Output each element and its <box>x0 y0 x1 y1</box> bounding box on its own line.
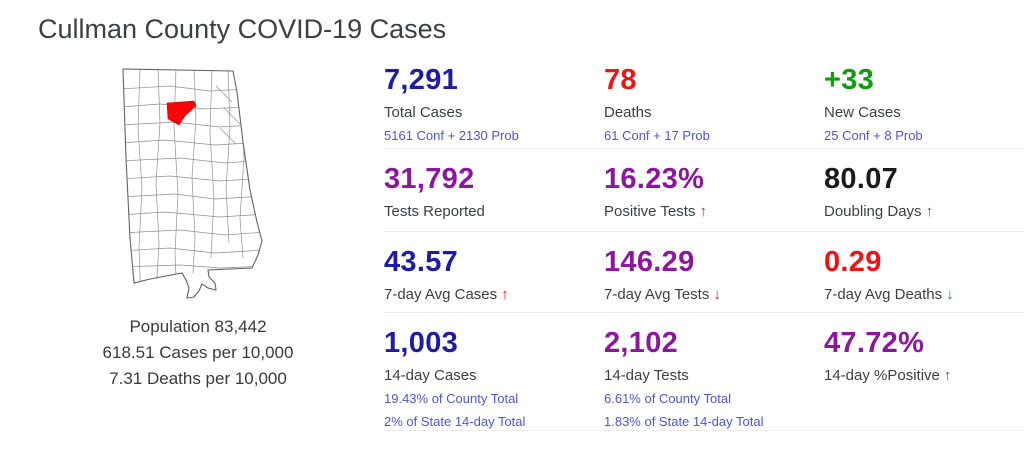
population-line: Population 83,442 <box>129 317 267 336</box>
alabama-county-map <box>120 68 270 304</box>
stat-total-cases: 7,291 Total Cases 5161 Conf + 2130 Prob <box>384 64 604 148</box>
stat-value: 2,102 <box>604 327 679 359</box>
trend-down-icon: ↓ <box>946 285 954 303</box>
stat-label: Total Cases <box>384 103 463 121</box>
stats-grid: 7,291 Total Cases 5161 Conf + 2130 Prob … <box>384 52 1024 431</box>
stat-value: 146.29 <box>604 246 695 278</box>
stats-row-3: 43.57 7-day Avg Cases ↑ 146.29 7-day Avg … <box>384 232 1024 313</box>
stat-label: Tests Reported <box>384 202 485 220</box>
county-total-share-link[interactable]: 19.43% of County Total <box>384 390 519 406</box>
stats-row-1: 7,291 Total Cases 5161 Conf + 2130 Prob … <box>384 52 1024 149</box>
trend-up-icon: ↑ <box>943 366 952 384</box>
stat-label: 7-day Avg Cases <box>384 285 498 303</box>
stat-breakdown-link[interactable]: 25 Conf + 8 Prob <box>824 127 923 143</box>
county-total-share-link[interactable]: 6.61% of County Total <box>604 390 731 406</box>
stat-breakdown-link[interactable]: 61 Conf + 17 Prob <box>604 127 710 143</box>
stats-row-4: 1,003 14-day Cases 19.43% of County Tota… <box>384 313 1024 431</box>
stat-value: 78 <box>604 64 637 96</box>
stat-label: 7-day Avg Deaths <box>824 285 943 303</box>
stat-14day-percent-positive: 47.72% 14-day %Positive ↑ <box>824 327 1024 430</box>
stat-tests-reported: 31,792 Tests Reported <box>384 163 604 231</box>
deaths-per-10000-line: 7.31 Deaths per 10,000 <box>109 369 287 388</box>
stat-14day-tests: 2,102 14-day Tests 6.61% of County Total… <box>604 327 824 430</box>
stat-value: +33 <box>824 64 875 96</box>
state-map-svg <box>122 68 263 299</box>
trend-up-icon: ↑ <box>501 285 509 303</box>
stat-7day-avg-cases: 43.57 7-day Avg Cases ↑ <box>384 246 604 312</box>
map-caption: Population 83,442 618.51 Cases per 10,00… <box>36 314 360 392</box>
trend-down-icon: ↓ <box>713 285 721 303</box>
state-total-share-link[interactable]: 1.83% of State 14-day Total <box>604 413 764 429</box>
stat-breakdown-link[interactable]: 5161 Conf + 2130 Prob <box>384 127 519 143</box>
stat-value: 47.72% <box>824 327 925 359</box>
stat-value: 7,291 <box>384 64 459 96</box>
state-total-share-link[interactable]: 2% of State 14-day Total <box>384 413 526 429</box>
stat-label: New Cases <box>824 103 901 121</box>
state-outline <box>122 68 263 299</box>
county-grid-lines <box>123 69 262 298</box>
stat-value: 0.29 <box>824 246 882 278</box>
stat-value: 16.23% <box>604 163 705 195</box>
stat-deaths: 78 Deaths 61 Conf + 17 Prob <box>604 64 824 148</box>
stat-14day-cases: 1,003 14-day Cases 19.43% of County Tota… <box>384 327 604 430</box>
stat-label: 7-day Avg Tests <box>604 285 710 303</box>
stat-label: Deaths <box>604 103 652 121</box>
stat-label: 14-day %Positive <box>824 366 940 384</box>
stat-7day-avg-deaths: 0.29 7-day Avg Deaths ↓ <box>824 246 1024 312</box>
stats-row-2: 31,792 Tests Reported 16.23% Positive Te… <box>384 149 1024 232</box>
stat-positive-tests: 16.23% Positive Tests ↑ <box>604 163 824 231</box>
trend-up-icon: ↑ <box>925 202 934 220</box>
stat-new-cases: +33 New Cases 25 Conf + 8 Prob <box>824 64 1024 148</box>
stat-value: 80.07 <box>824 163 899 195</box>
cases-per-10000-line: 618.51 Cases per 10,000 <box>102 343 294 362</box>
page-title: Cullman County COVID-19 Cases <box>38 14 447 44</box>
stat-value: 43.57 <box>384 246 459 278</box>
stat-value: 31,792 <box>384 163 475 195</box>
stat-label: Doubling Days <box>824 202 922 220</box>
stat-label: 14-day Tests <box>604 366 689 384</box>
trend-up-icon: ↑ <box>699 202 707 220</box>
stat-doubling-days: 80.07 Doubling Days ↑ <box>824 163 1024 231</box>
stat-label: Positive Tests <box>604 202 696 220</box>
stat-label: 14-day Cases <box>384 366 477 384</box>
stat-value: 1,003 <box>384 327 459 359</box>
stat-7day-avg-tests: 146.29 7-day Avg Tests ↓ <box>604 246 824 312</box>
highlighted-county-cullman <box>166 100 197 126</box>
